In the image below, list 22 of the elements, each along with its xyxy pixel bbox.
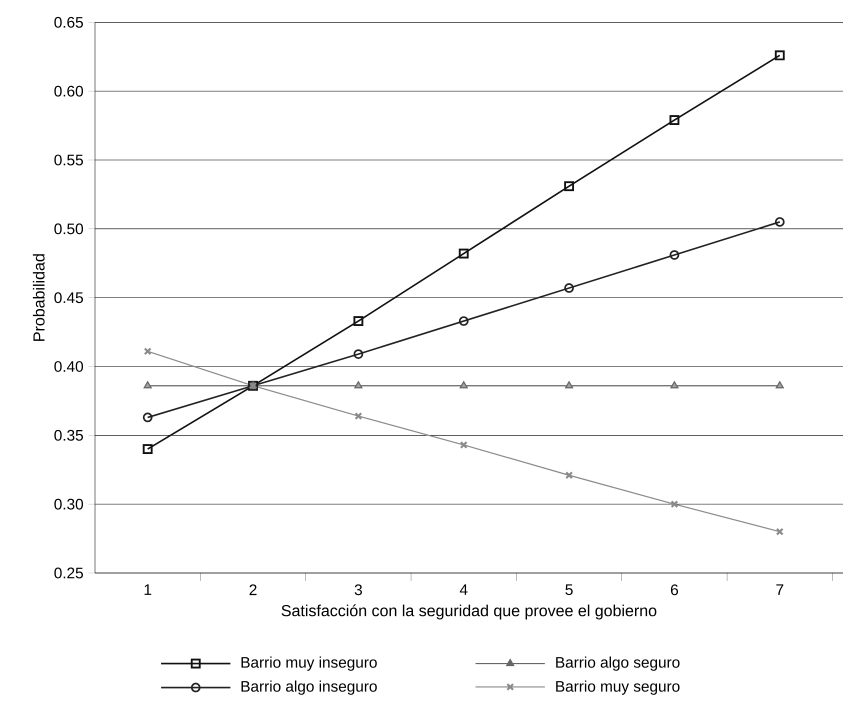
x-axis-title: Satisfacción con la seguridad que provee el gobierno [282,604,656,620]
y-tick-label: 0.25 [54,568,83,578]
y-axis-title: Probabilidad [32,254,45,341]
legend-label: Barrio algo seguro [556,656,680,671]
y-tick-label: 0.35 [54,430,83,441]
y-tick-label: 0.55 [54,154,83,166]
x-tick-label: 5 [565,584,573,596]
y-tick-label: 0.30 [54,498,84,510]
x-tick-label: 3 [354,584,362,596]
x-tick-label: 6 [670,584,678,596]
y-tick-label: 0.50 [54,223,84,234]
y-tick-label: 0.40 [54,361,84,372]
y-tick-label: 0.45 [54,292,83,304]
legend-label: Barrio algo inseguro [242,680,377,695]
legend-label: Barrio muy inseguro [242,656,377,671]
x-tick-label: 2 [250,584,257,596]
y-tick-label: 0.60 [54,86,84,97]
x-tick-label: 1 [144,584,152,595]
x-tick-label: 7 [776,584,784,595]
x-tick-label: 4 [460,584,468,595]
legend-label: Barrio muy seguro [556,680,680,695]
y-tick-label: 0.65 [54,16,83,28]
